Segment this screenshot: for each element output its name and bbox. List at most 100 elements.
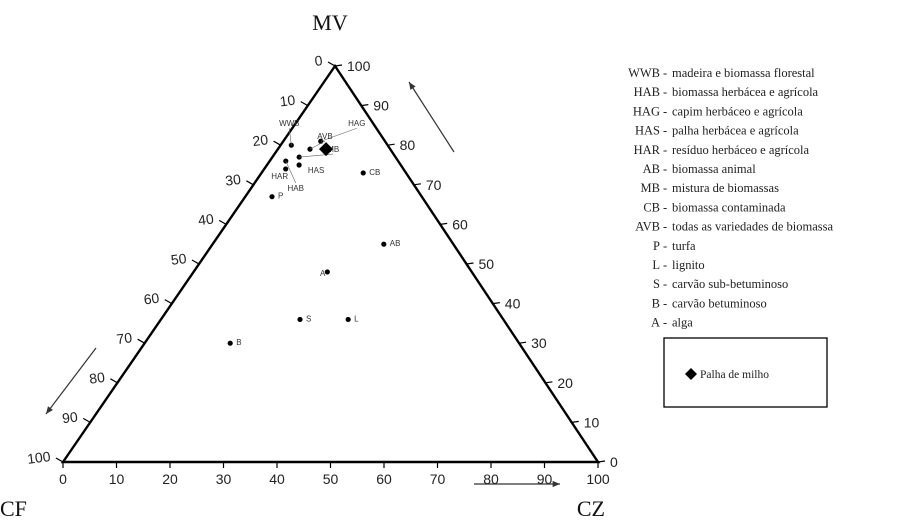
legend-dash: - (663, 239, 667, 253)
point-avb: AVB (307, 132, 333, 152)
tick-mark-cf (327, 61, 336, 67)
tick-label-cz: 20 (162, 471, 178, 487)
legend-desc: carvão betuminoso (672, 296, 767, 310)
tick-label-cf: 40 (197, 210, 215, 228)
legend-desc: biomassa animal (672, 162, 756, 176)
highlight-diamond-marker (319, 142, 334, 157)
legend-item-ab: AB - biomassa animal (643, 162, 757, 176)
legend-item-l: L - lignito (652, 258, 704, 272)
tick-mark-mv (519, 341, 527, 344)
legend-diamond-icon (685, 368, 697, 380)
point-label-p: P (278, 192, 283, 201)
point-marker-a (324, 269, 330, 275)
arrow-cz-increasing (474, 480, 560, 488)
legend-desc: resíduo herbáceo e agrícola (672, 143, 810, 157)
point-label-hab: HAB (288, 184, 304, 193)
legend-dash: - (663, 66, 667, 80)
tick-mark-cf (82, 417, 91, 423)
point-leader-avb (309, 140, 326, 150)
legend-dash: - (663, 124, 667, 138)
legend-code: B (652, 296, 660, 310)
point-marker-l (345, 316, 351, 323)
point-marker-har (283, 166, 289, 172)
tick-label-cf: 50 (170, 250, 188, 268)
arrow-mv-increasing-shaft (408, 81, 455, 153)
legend-code: CB (643, 200, 660, 214)
point-har: HAR (271, 166, 288, 181)
legend-dash: - (663, 181, 667, 195)
point-cb: CB (360, 168, 380, 177)
tick-label-cz: 40 (269, 471, 285, 487)
legend-item-hag: HAG - capim herbáceo e agrícola (633, 104, 803, 118)
legend-item-cb: CB - biomassa contaminada (643, 200, 786, 214)
tick-mark-mv (597, 460, 606, 463)
tick-label-cz: 100 (586, 471, 610, 487)
legend-dash: - (663, 277, 667, 291)
vertex-title-mv: MV (312, 10, 348, 35)
legend-item-p: P - turfa (653, 239, 696, 253)
point-leader-hag (320, 127, 357, 142)
legend-desc: mistura de biomassas (672, 181, 779, 195)
tick-label-cz: 60 (376, 471, 392, 487)
point-marker-hab (283, 158, 289, 164)
legend-code: HAR (634, 143, 661, 157)
legend-code: MB (641, 181, 660, 195)
point-label-ab: AB (390, 239, 401, 248)
legend-desc: todas as variedades de biomassa (672, 220, 834, 234)
arrow-mv-increasing-head (409, 82, 416, 90)
arrow-cf-increasing (45, 347, 97, 415)
point-label-l: L (354, 314, 359, 323)
tick-label-mv: 70 (426, 177, 442, 193)
point-marker-cb (360, 170, 366, 176)
legend-desc: carvão sub-betuminoso (672, 277, 788, 291)
tick-label-cz: 70 (430, 471, 446, 487)
triangle-frame (60, 63, 601, 464)
tick-mark-cf (218, 219, 227, 225)
tick-label-cf: 70 (116, 329, 134, 347)
point-marker-b (227, 340, 233, 346)
point-a: A (320, 269, 330, 278)
tick-label-cf: 0 (314, 52, 324, 69)
legend-desc: alga (672, 316, 693, 330)
point-label-b: B (236, 338, 241, 347)
tick-mark-cf (110, 378, 118, 384)
point-mb: MB (296, 145, 339, 160)
tick-mark-mv (466, 262, 474, 265)
point-label-s: S (306, 314, 311, 323)
legend-desc: biomassa contaminada (672, 200, 786, 214)
point-marker-p (269, 194, 275, 200)
tick-mark-cf (164, 299, 173, 305)
point-label-hag: HAG (348, 119, 365, 128)
triangle-outline (60, 63, 601, 464)
tick-mark-mv (492, 302, 500, 305)
tick-mark-cf (137, 338, 145, 344)
vertex-title-cz: CZ (577, 496, 605, 521)
tick-label-cz: 80 (483, 471, 499, 487)
legend-desc: capim herbáceo e agrícola (672, 104, 803, 118)
arrow-mv-increasing (408, 81, 455, 153)
tick-label-mv: 20 (557, 375, 573, 391)
legend-code: A (651, 316, 660, 330)
tick-label-mv: 100 (347, 58, 371, 74)
arrow-cz-increasing-head (552, 480, 560, 488)
point-leader-hab (285, 160, 297, 184)
point-marker-has (296, 162, 302, 168)
tick-label-cf: 10 (279, 92, 297, 110)
tick-label-mv: 60 (452, 216, 468, 232)
legend-code: HAS (635, 124, 660, 138)
legend-item-hab: HAB - biomassa herbácea e agrícola (634, 85, 819, 99)
point-label-mb: MB (327, 145, 339, 154)
tick-mark-cf (300, 101, 309, 107)
point-marker-s (297, 316, 303, 323)
tick-label-mv: 0 (610, 454, 618, 470)
tick-label-mv: 10 (584, 414, 600, 430)
tick-label-mv: 40 (505, 296, 521, 312)
tick-label-cf: 100 (26, 448, 51, 467)
tick-mark-mv (413, 183, 421, 186)
tick-label-mv: 80 (400, 137, 416, 153)
legend-dash: - (663, 316, 667, 330)
tick-label-cf: 90 (61, 408, 79, 426)
